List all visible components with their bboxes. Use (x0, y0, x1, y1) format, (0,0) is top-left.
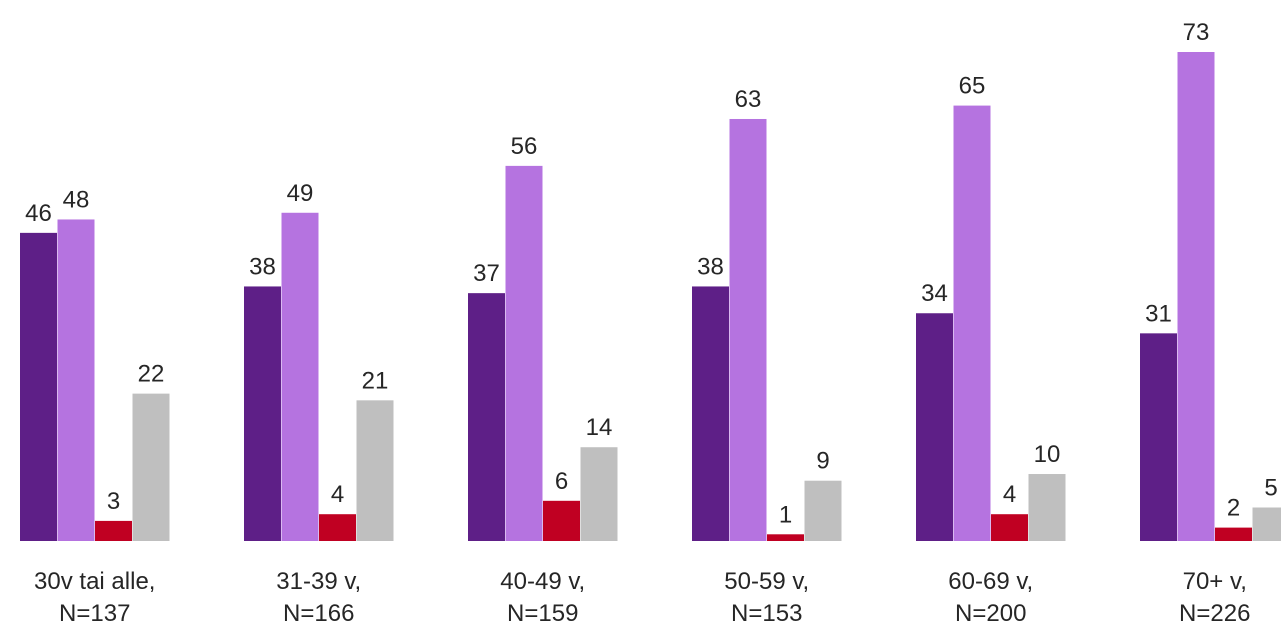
bar (1177, 52, 1215, 541)
category-label-line: 30v tai alle, (34, 568, 155, 595)
category-label-line: N=137 (59, 600, 130, 627)
bar-group: 34 65 4 10 (916, 73, 1066, 541)
data-label: 38 (249, 253, 276, 280)
bar (505, 165, 543, 541)
category-label: 70+ v, N=226 (1179, 568, 1250, 627)
bar (281, 212, 319, 541)
category-label-line: N=166 (283, 600, 354, 627)
bar-group: 38 49 4 21 (244, 180, 394, 541)
bar (319, 514, 356, 541)
bar (804, 480, 842, 541)
data-label: 14 (586, 414, 613, 441)
category-label-line: 70+ v, (1183, 568, 1247, 595)
bar (57, 219, 95, 541)
bar (692, 286, 729, 541)
bar (468, 293, 505, 541)
category-label-line: N=200 (955, 600, 1026, 627)
bar (1215, 527, 1252, 541)
bar (1252, 507, 1281, 541)
bar-group: 31 73 25 (1140, 19, 1281, 541)
bar (991, 514, 1028, 541)
category-label-line: N=159 (507, 600, 578, 627)
data-label: 22 (138, 361, 165, 388)
data-label: 3 (107, 488, 120, 515)
bar (1140, 333, 1177, 541)
data-label: 65 (959, 73, 986, 100)
category-label: 50-59 v, N=153 (724, 568, 809, 627)
data-label: 63 (735, 86, 762, 113)
category-label-line: 31-39 v, (276, 568, 361, 595)
bar-group: 37 56 6 14 (468, 133, 618, 541)
data-label: 2 (1227, 495, 1240, 522)
data-label: 9 (816, 448, 829, 475)
data-label: 1 (779, 501, 792, 528)
bar-group: 38 63 19 (692, 86, 842, 541)
bar (953, 105, 991, 541)
data-label: 46 (25, 200, 52, 227)
bar (20, 232, 57, 541)
bar (95, 520, 132, 541)
bar (132, 393, 170, 541)
data-label: 49 (287, 180, 314, 207)
data-label: 56 (511, 133, 538, 160)
bar (1028, 474, 1066, 541)
data-label: 10 (1034, 441, 1061, 468)
bar (356, 400, 394, 541)
bar (729, 118, 767, 541)
bar (916, 313, 953, 541)
category-label: 30v tai alle, N=137 (34, 568, 155, 627)
bar (580, 447, 618, 541)
data-label: 21 (362, 367, 389, 394)
category-label-line: 60-69 v, (948, 568, 1033, 595)
bar (543, 500, 580, 541)
category-label-line: N=226 (1179, 600, 1250, 627)
data-label: 31 (1145, 300, 1172, 327)
data-label: 34 (921, 280, 948, 307)
category-label: 60-69 v, N=200 (948, 568, 1033, 627)
data-label: 48 (63, 186, 90, 213)
category-label: 31-39 v, N=166 (276, 568, 361, 627)
data-label: 4 (331, 481, 344, 508)
data-label: 37 (473, 260, 500, 287)
bar (244, 286, 281, 541)
data-label: 4 (1003, 481, 1016, 508)
category-label-line: N=153 (731, 600, 802, 627)
category-label: 40-49 v, N=159 (500, 568, 585, 627)
bar-group: 46 48 3 22 (20, 186, 170, 541)
data-label: 6 (555, 468, 568, 495)
data-label: 5 (1264, 475, 1277, 502)
data-label: 38 (697, 253, 724, 280)
bar (767, 534, 804, 541)
data-label: 73 (1183, 19, 1210, 46)
category-label-line: 40-49 v, (500, 568, 585, 595)
category-label-line: 50-59 v, (724, 568, 809, 595)
